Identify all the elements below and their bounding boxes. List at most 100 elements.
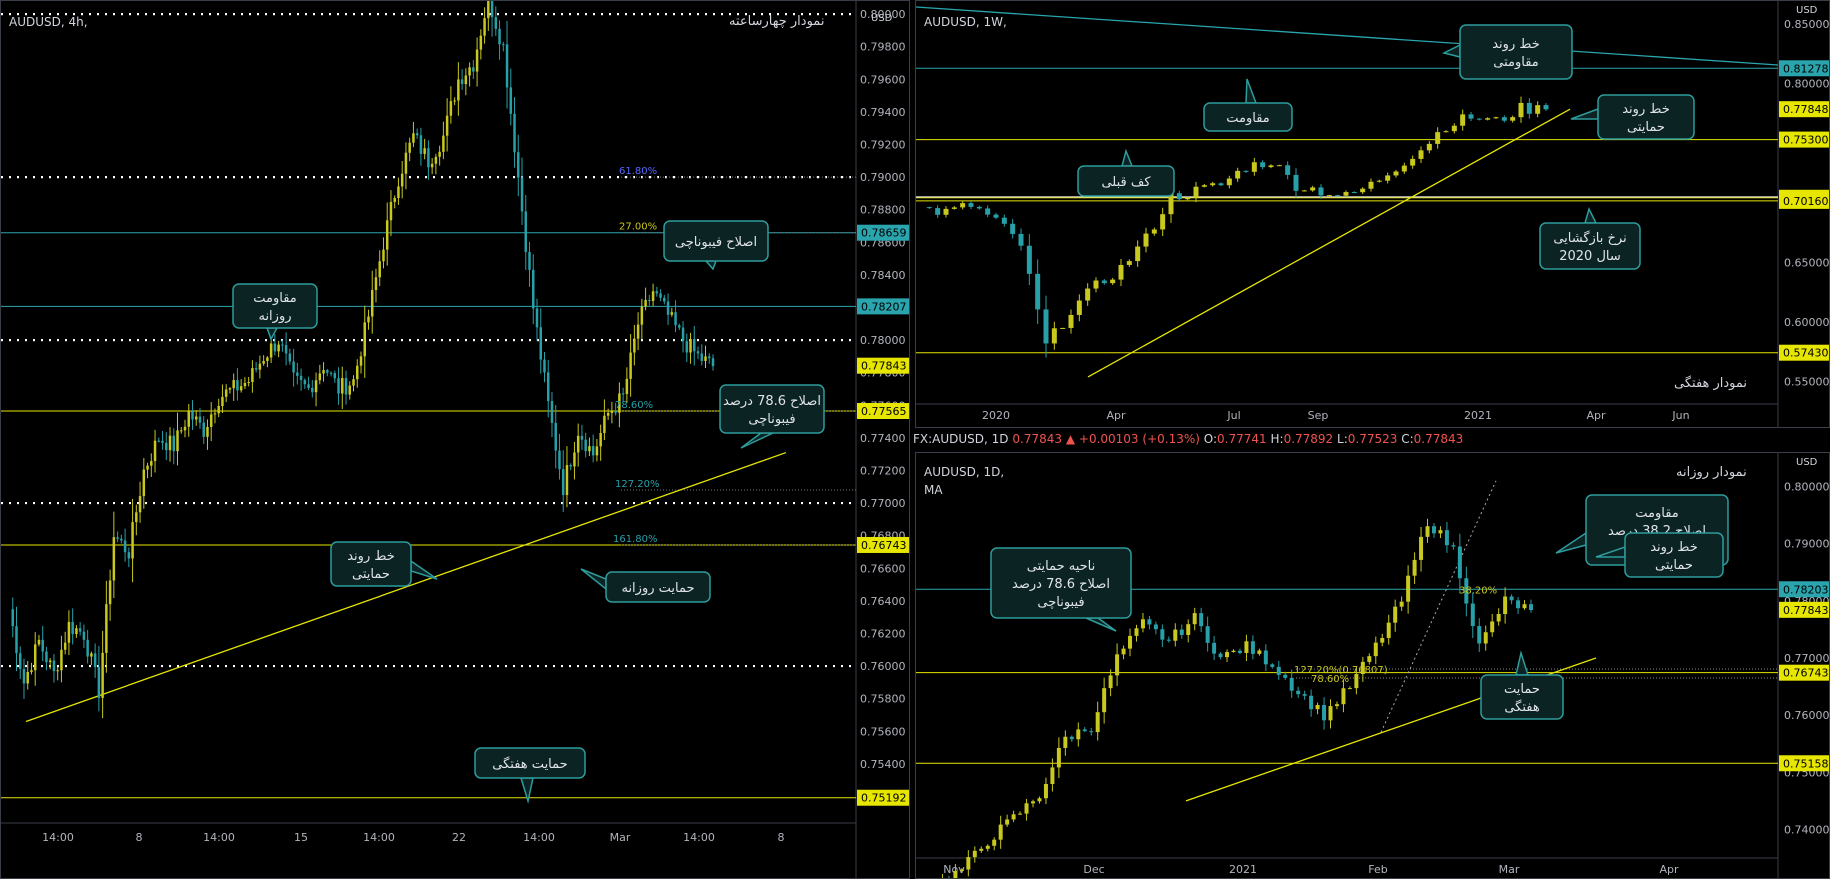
candle-1w-body [1301,190,1307,192]
candle-4h-body [131,522,134,559]
candle-4h-body [82,631,86,640]
candle-4h-body [120,538,123,541]
candle-1w-body [1068,314,1074,328]
y-tick-4h: 0.75400 [860,758,906,771]
price-tag-1d: 0.76743 [1783,667,1829,680]
candle-4h-body [370,290,374,317]
ohlc-info-bar: FX:AUDUSD, 1D 0.77843 ▲ +0.00103 (+0.13%… [913,432,1463,446]
callout-resistance-trendline-text: مقاومتی [1493,55,1539,70]
candle-4h-body [15,626,18,654]
candle-1d-body [1179,629,1184,635]
chart-4h-panel[interactable]: 0.80000 0.79800 0.79600 0.79400 0.79200 0.790… [0,0,910,879]
candle-1d-body [1186,624,1191,635]
candle-1w-body [1018,233,1024,246]
candle-4h-body [337,378,340,394]
callout-resistance-tail [1245,78,1258,104]
x-tick-1w: Sep [1308,409,1329,422]
candle-1w-body [1435,132,1441,144]
chart-1w-svg[interactable]: 0.850000.800000.750000.700000.650000.600… [916,1,1830,428]
candle-1d-body [1056,747,1061,768]
callout-resistance-box [1203,102,1293,132]
y-tick-4h: 0.76200 [860,627,906,640]
candle-4h-body [633,338,636,353]
price-tag-1d-bg [1779,601,1829,618]
x-tick-4h: 14:00 [203,831,235,844]
y-tick-4h: 0.78400 [860,269,906,282]
callout-resistance-text: مقاومت [1226,111,1270,126]
candle-4h-body [183,426,187,431]
candle-4h-body [599,433,602,447]
callout-weekly-support-text: هفتگی [1504,699,1540,715]
candle-1w-body [1351,192,1357,194]
price-tag-1d: 0.78203 [1783,583,1829,596]
candle-4h-body [352,379,355,386]
candle-4h-body [389,201,393,221]
candle-1d-body [1276,666,1281,675]
support-trendline-4h [25,451,787,723]
candle-1w-body [1343,192,1349,196]
candle-4h-body [498,28,501,45]
price-tag-1w: 0.57430 [1783,347,1829,360]
candle-4h-body [63,642,67,650]
callout-support-trendline-box [330,541,412,587]
x-tick-4h: 14:00 [683,831,715,844]
info-change: +0.00103 (+0.13%) [1078,432,1200,446]
y-tick-1d: 0.80000 [1784,481,1830,494]
price-tag-4h: 0.75192 [861,792,907,805]
resistance-trendline-1w [916,6,1779,66]
candle-4h-body [52,660,56,672]
candle-1w-body [1335,195,1341,197]
candle-4h-body [528,251,531,270]
callout-fib-retracement-tail [704,260,718,271]
candle-1d-body [1140,619,1145,629]
candle-1w-body [1201,185,1207,187]
callout-daily-support: حمایت روزانه [580,568,711,603]
candle-4h-body [400,173,404,187]
candle-1d-body [972,850,977,858]
candle-1w-body [935,208,941,215]
candle-4h-body [90,653,93,657]
candle-1w-body [1118,264,1124,280]
candle-1d-body [1263,650,1268,665]
candle-1d-body [1192,613,1197,625]
callout-support-trendline-text: خط روند [347,549,395,564]
candle-1d-body [1393,606,1398,623]
candle-4h-body [532,269,535,309]
candle-4h-body [685,341,689,353]
candle-4h-body [487,1,490,19]
candle-4h-body [108,580,112,605]
candle-1d-body [1069,736,1074,740]
candle-1d-body [1005,819,1010,825]
candle-1d-body [1231,650,1236,653]
chart-title-4h: نمودار چهارساعته [729,14,825,29]
callout-support-trendline-tail [1570,107,1599,120]
candle-1d-body [1031,801,1036,804]
callout-support-trendline-text: حمایتی [1627,120,1665,135]
chart-1w-panel[interactable]: 0.850000.800000.750000.700000.650000.600… [915,0,1830,428]
x-tick-4h: 22 [452,831,466,844]
candle-4h-body [475,49,479,72]
chart-1d-panel[interactable]: 0.80000 0.79000 0.78000 0.77000 0.76000 0.750… [915,452,1830,879]
callout-daily-resistance-text: روزانه [258,309,291,324]
callout-resistance-382-tail [1555,531,1587,554]
candle-1d-body [1147,619,1152,625]
candle-4h-body [224,389,228,397]
candle-1w-body [1051,328,1057,344]
candle-4h-body [221,396,224,406]
candle-4h-body [165,442,168,451]
price-tag-1w-bg [1779,131,1829,148]
price-tag-4h: 0.76743 [861,539,907,552]
candle-4h-body [78,628,82,632]
callout-daily-resistance: مقاومت روزانه [232,283,318,341]
candle-4h-body [123,540,127,553]
candle-4h-body [408,142,411,153]
candle-1w-body [1135,246,1141,262]
callout-weekly-support-tail [1515,650,1530,676]
candle-1d-body [1283,674,1288,678]
chart-4h-svg[interactable]: 0.80000 0.79800 0.79600 0.79400 0.79200 0.790… [1,1,910,879]
chart-1d-svg[interactable]: 0.800000.790000.780000.770000.760000.750… [916,453,1830,879]
candle-1w-body [1210,183,1216,186]
y-tick-4h: 0.75600 [860,725,906,738]
x-tick-4h: 14:00 [523,831,555,844]
y-tick-1w: 0.60000 [1784,316,1830,329]
